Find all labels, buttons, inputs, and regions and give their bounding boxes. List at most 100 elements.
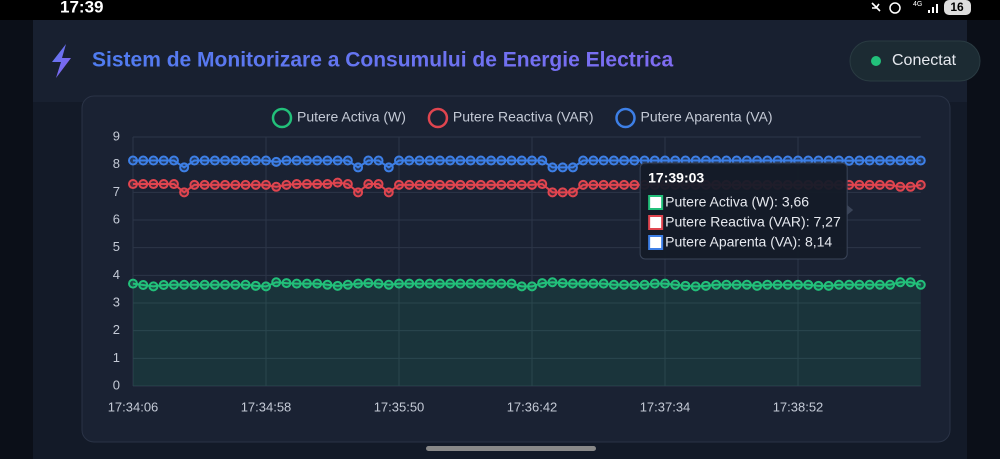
y-tick-label: 3 [113, 294, 120, 309]
data-point [874, 179, 885, 190]
data-point [291, 179, 302, 190]
data-point [322, 279, 333, 290]
status-pill[interactable] [849, 40, 981, 82]
data-point [588, 278, 599, 289]
data-point [752, 280, 763, 291]
data-point [138, 155, 149, 166]
data-point [885, 179, 896, 190]
series-line [133, 159, 921, 169]
data-point [312, 155, 323, 166]
data-point [209, 179, 220, 190]
data-point [363, 278, 374, 289]
data-point [844, 155, 855, 166]
x-tick-label: 17:38:52 [773, 399, 824, 414]
data-point [189, 279, 200, 290]
data-point [138, 280, 149, 291]
data-point [363, 155, 374, 166]
data-point [598, 155, 609, 166]
data-point [220, 155, 231, 166]
data-point [373, 278, 384, 289]
x-tick-label: 17:34:58 [241, 399, 292, 414]
data-point [383, 279, 394, 290]
data-point [424, 179, 435, 190]
data-point [220, 179, 231, 190]
data-point [741, 279, 752, 290]
data-point [189, 155, 200, 166]
data-point [404, 278, 415, 289]
data-point [885, 155, 896, 166]
data-point [578, 155, 589, 166]
legend-label: Putere Reactiva (VAR) [453, 109, 594, 125]
data-point [486, 155, 497, 166]
data-point [342, 279, 353, 290]
data-point [608, 279, 619, 290]
data-point [874, 279, 885, 290]
data-point [793, 279, 803, 290]
data-point [138, 179, 149, 190]
series-area [133, 282, 921, 386]
data-point [608, 155, 619, 166]
data-point [475, 155, 486, 166]
data-point [731, 279, 742, 290]
data-point [455, 155, 466, 166]
data-point [271, 156, 282, 167]
x-tick-label: 17:35:50 [374, 399, 425, 414]
data-point [885, 279, 896, 290]
data-point [854, 155, 865, 166]
tooltip-swatch [648, 235, 664, 250]
status-text: Conectat [892, 52, 957, 69]
data-point [353, 278, 364, 289]
data-point [506, 179, 517, 190]
data-point [128, 179, 138, 190]
data-point [567, 278, 578, 289]
y-tick-label: 7 [113, 184, 120, 199]
data-point [445, 278, 456, 289]
data-point [844, 279, 855, 290]
data-point [496, 155, 507, 166]
data-point [261, 281, 271, 292]
data-point [895, 155, 906, 166]
data-point [445, 179, 456, 190]
data-point [639, 279, 650, 290]
network-type: 4G [913, 1, 922, 8]
data-point [199, 155, 210, 166]
tooltip-swatch [648, 215, 664, 230]
data-point [342, 155, 353, 166]
data-point [148, 281, 159, 292]
series-line [132, 281, 922, 288]
data-point [373, 179, 384, 190]
app-title: Sistem de Monitorizare a Consumului de E… [92, 49, 673, 72]
data-point [813, 280, 824, 291]
data-point [199, 279, 210, 290]
data-point [537, 278, 548, 289]
data-point [158, 155, 169, 166]
data-point [833, 279, 844, 290]
data-point [312, 179, 323, 190]
data-point [864, 179, 875, 190]
data-point [547, 162, 558, 173]
data-point [301, 155, 312, 166]
data-point [854, 179, 865, 190]
tooltip: 17:39:03 Putere Activa (W): 3,66 Putere Re… [639, 162, 854, 260]
data-point [189, 179, 200, 190]
data-point [332, 280, 343, 291]
status-bar [0, 0, 1000, 20]
data-point [312, 278, 323, 289]
data-point [301, 278, 312, 289]
data-point [629, 179, 640, 190]
data-point [721, 279, 732, 290]
data-point [670, 279, 681, 290]
data-point [915, 279, 926, 290]
data-point [680, 280, 691, 291]
hotspot-icon [889, 2, 901, 14]
data-point [148, 155, 159, 166]
data-point [486, 278, 497, 289]
chart-card [81, 95, 951, 443]
data-point [629, 279, 640, 290]
status-time: 17:39 [60, 0, 103, 16]
data-point [649, 278, 660, 289]
legend-marker [427, 107, 449, 129]
data-point [567, 187, 578, 198]
data-point [261, 179, 271, 190]
data-point [465, 155, 476, 166]
